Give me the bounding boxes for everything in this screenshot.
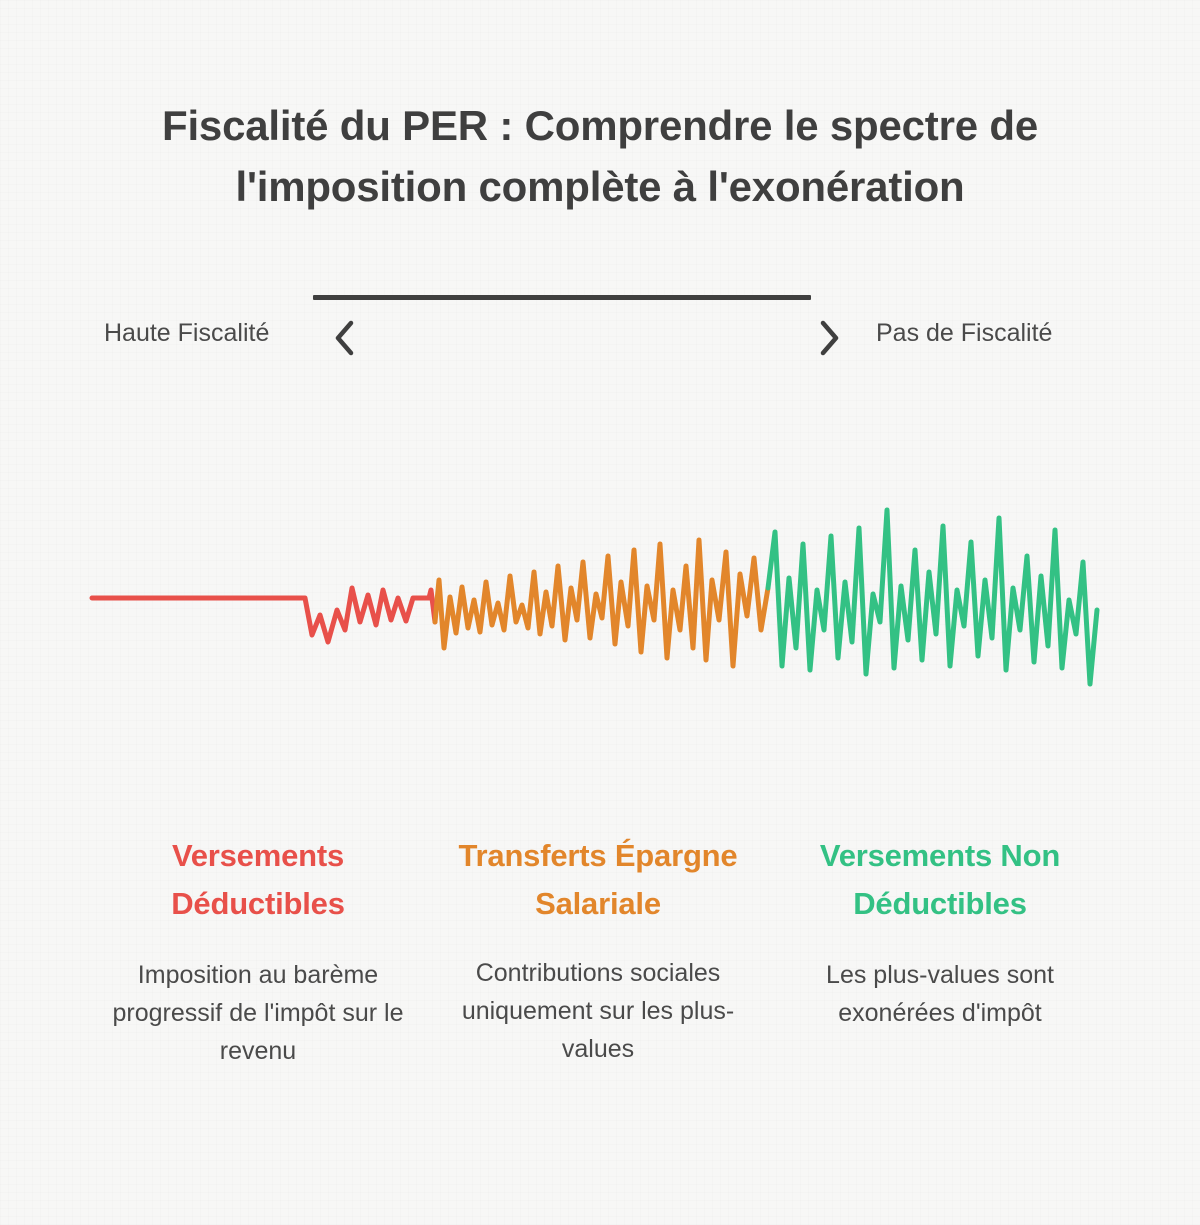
- category-description: Contributions sociales uniquement sur le…: [461, 959, 735, 1064]
- category-column-deductible: Versements Déductibles Imposition au bar…: [88, 832, 428, 1152]
- spectrum-label-left: Haute Fiscalité: [104, 319, 270, 347]
- category-column-epargne-salariale: Transferts Épargne Salariale Contributio…: [428, 832, 768, 1152]
- spectrum-label-right: Pas de Fiscalité: [876, 319, 1053, 347]
- chevron-left-icon: [328, 315, 362, 361]
- category-description: Les plus-values sont exonérées d'impôt: [826, 961, 1054, 1028]
- category-heading: Versements Déductibles: [171, 838, 345, 922]
- chevron-right-icon: [812, 315, 846, 361]
- category-column-non-deductible: Versements Non Déductibles Les plus-valu…: [770, 832, 1110, 1152]
- waveform-segment: [89, 585, 438, 645]
- page-title: Fiscalité du PER : Comprendre le spectre…: [162, 102, 1038, 210]
- spectrum-scale: Haute Fiscalité Pas de Fiscalité: [0, 285, 1200, 375]
- spectrum-bar: [313, 295, 811, 300]
- waveform-segment: [765, 507, 1100, 687]
- waveform-segment: [432, 537, 771, 669]
- category-heading: Versements Non Déductibles: [819, 838, 1061, 922]
- category-columns: Versements Déductibles Imposition au bar…: [0, 832, 1200, 1152]
- category-description: Imposition au barème progressif de l'imp…: [112, 961, 404, 1066]
- waveform-chart: [0, 470, 1200, 720]
- waveform-svg: [89, 507, 1100, 687]
- category-heading: Transferts Épargne Salariale: [458, 838, 738, 922]
